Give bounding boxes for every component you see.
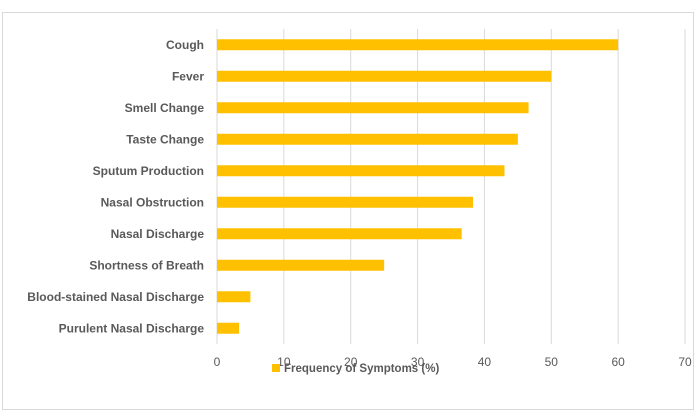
- x-tick-label: 30: [411, 355, 425, 369]
- bar: [217, 39, 619, 51]
- bar: [217, 133, 518, 145]
- bar: [217, 70, 552, 82]
- bar: [217, 228, 462, 240]
- bar: [217, 322, 240, 334]
- x-tick-label: 60: [611, 355, 625, 369]
- category-labels: Cough Fever Smell Change Taste Change Sputum…: [27, 38, 204, 336]
- legend-swatch: [272, 364, 280, 372]
- category-label: Shortness of Breath: [89, 258, 204, 272]
- bar: [217, 165, 505, 177]
- bar: [217, 291, 251, 303]
- category-label: Taste Change: [126, 132, 204, 146]
- x-tick-label: 40: [478, 355, 492, 369]
- x-tick-label: 10: [277, 355, 291, 369]
- x-tick-label: 20: [344, 355, 358, 369]
- category-label: Nasal Obstruction: [101, 195, 204, 209]
- category-label: Purulent Nasal Discharge: [59, 321, 205, 335]
- x-tick-label: 50: [545, 355, 559, 369]
- bars: [217, 39, 619, 334]
- x-tick-labels: 0 10 20 30 40 50 60 70: [214, 355, 692, 369]
- category-label: Cough: [166, 38, 204, 52]
- legend-label: Frequency of Symptoms (%): [284, 363, 439, 375]
- bar: [217, 102, 529, 114]
- legend: Frequency of Symptoms (%): [272, 363, 439, 375]
- x-tick-label: 0: [214, 355, 221, 369]
- category-label: Blood-stained Nasal Discharge: [27, 290, 204, 304]
- category-label: Sputum Production: [93, 164, 204, 178]
- category-label: Smell Change: [125, 101, 205, 115]
- category-label: Nasal Discharge: [111, 227, 205, 241]
- category-label: Fever: [172, 69, 204, 83]
- x-tick-label: 70: [678, 355, 692, 369]
- bar: [217, 196, 474, 208]
- bar: [217, 259, 385, 271]
